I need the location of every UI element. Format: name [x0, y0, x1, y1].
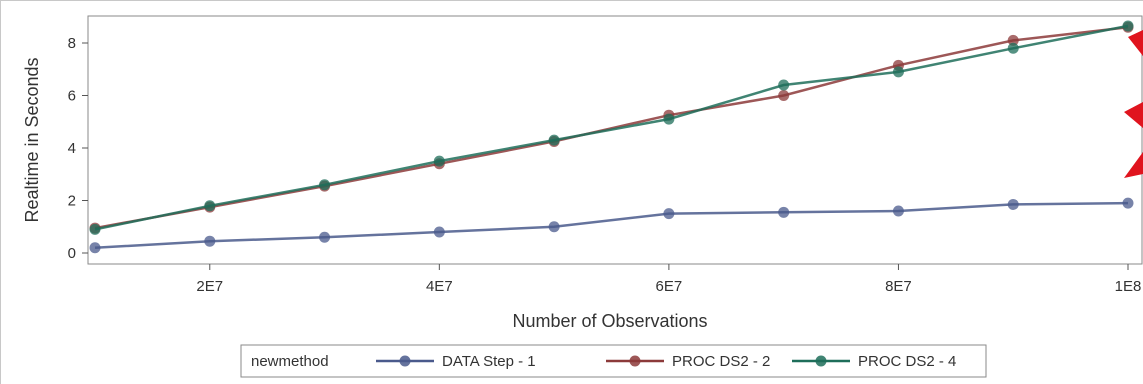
- legend-swatch-marker: [399, 355, 411, 367]
- data-point: [89, 242, 101, 254]
- y-axis-title: Realtime in Seconds: [22, 57, 42, 222]
- legend-label: DATA Step - 1: [442, 353, 536, 370]
- red-arrow-annotations: [1124, 30, 1143, 178]
- data-point: [548, 134, 560, 146]
- data-point: [892, 66, 904, 78]
- legend-label: PROC DS2 - 4: [858, 353, 956, 370]
- data-point: [778, 90, 790, 101]
- x-tick-label: 4E7: [426, 278, 453, 295]
- x-tick-label: 2E7: [196, 278, 223, 295]
- x-axis-title: Number of Observations: [512, 311, 707, 331]
- red-arrow-marker: [1124, 152, 1143, 178]
- data-point: [663, 208, 675, 220]
- y-tick-label: 4: [68, 140, 76, 157]
- data-point: [778, 206, 790, 218]
- y-tick-label: 0: [68, 245, 76, 262]
- data-point: [1007, 34, 1019, 46]
- series-layer: [89, 20, 1134, 254]
- data-point: [1007, 42, 1019, 54]
- y-tick-label: 2: [68, 193, 76, 210]
- x-tick-label: 6E7: [656, 278, 683, 295]
- data-point: [319, 179, 331, 191]
- series-line: [94, 24, 1129, 231]
- x-tick-label: 8E7: [885, 278, 912, 295]
- data-point: [1007, 198, 1019, 210]
- data-point: [778, 79, 790, 91]
- data-point: [89, 223, 101, 235]
- series-line: [94, 26, 1129, 230]
- legend-swatch-marker: [629, 355, 641, 367]
- y-tick-label: 6: [68, 88, 76, 105]
- y-axis: 0 2 4 6 8: [68, 35, 88, 262]
- data-point: [548, 221, 560, 233]
- data-point: [1122, 197, 1134, 209]
- series-line: [94, 201, 1129, 250]
- legend-label: PROC DS2 - 2: [672, 353, 770, 370]
- data-point: [319, 231, 331, 243]
- data-point: [433, 226, 445, 238]
- legend-title: newmethod: [251, 353, 329, 370]
- red-arrow-marker: [1128, 30, 1143, 56]
- data-point: [663, 113, 675, 125]
- data-point: [1122, 20, 1134, 32]
- series-0: [89, 197, 1134, 254]
- y-tick-label: 8: [68, 35, 76, 52]
- data-point: [892, 205, 904, 217]
- data-point: [204, 235, 216, 247]
- red-arrow-marker: [1124, 102, 1143, 128]
- data-point: [204, 200, 216, 212]
- legend-item: PROC DS2 - 2: [606, 353, 770, 370]
- legend: newmethod DATA Step - 1 PROC DS2 - 2 PROC …: [240, 344, 987, 378]
- series-2: [89, 20, 1134, 235]
- data-point: [433, 155, 445, 167]
- legend-item: PROC DS2 - 4: [792, 353, 956, 370]
- x-axis: 2E7 4E7 6E7 8E7 1E8: [196, 264, 1141, 295]
- legend-swatch-marker: [815, 355, 827, 367]
- x-tick-label: 1E8: [1115, 278, 1142, 295]
- legend-item: DATA Step - 1: [376, 353, 536, 370]
